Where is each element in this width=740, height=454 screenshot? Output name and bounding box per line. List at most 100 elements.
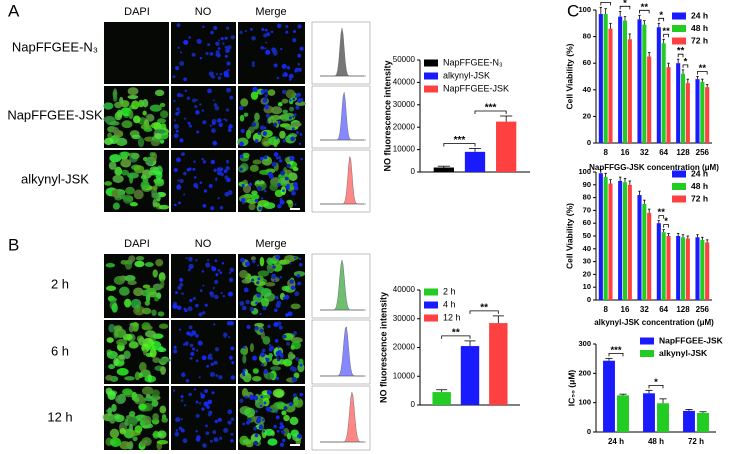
micrograph [102,386,169,451]
nucleus [209,356,213,360]
bar [496,121,517,172]
nucleus [271,47,277,53]
cell [266,257,274,265]
error-bar [468,148,482,152]
nucleus [199,289,203,292]
nucleus [275,156,279,160]
nucleus [192,347,196,351]
nucleus [209,439,213,443]
cell [273,138,278,148]
nucleus [173,203,177,207]
nucleus [223,70,229,76]
nucleus [262,306,267,311]
x-tick-label: 24 h [608,437,624,446]
panel-letter: C [567,1,579,20]
nucleus [202,284,205,287]
cell [239,114,245,122]
cell [298,358,304,367]
cell [119,286,130,296]
nucleus [205,431,210,436]
nucleus [180,418,183,421]
legend-label: 24 h [691,10,708,20]
cell [242,354,247,364]
histogram [311,85,371,149]
row-label: 12 h [47,409,72,424]
nucleus [297,62,301,66]
cell [114,328,127,339]
legend-label: 72 h [691,35,708,45]
nucleus [224,45,228,49]
nucleus [276,429,280,433]
significance-label: *** [454,135,466,146]
significance-bracket [474,110,507,114]
nucleus [266,407,271,412]
nucleus [254,198,259,203]
nucleus [190,124,193,128]
nucleus [209,124,212,127]
cell [154,132,162,140]
bar [603,13,608,143]
cell [149,152,155,157]
nucleus [223,427,229,433]
cell [250,256,256,261]
nucleus [225,108,230,112]
nucleus [195,413,200,418]
nucleus [189,356,193,360]
nucleus [226,161,229,164]
cell [140,124,152,130]
nucleus [293,256,297,259]
cell [286,199,293,205]
legend-swatch [672,37,686,45]
cell [130,298,142,309]
cell [112,174,124,183]
micrograph [171,254,236,318]
nucleus [297,53,302,58]
cell [115,137,128,147]
cell [131,134,141,140]
nucleus [195,334,199,338]
error-bar [696,234,699,238]
cell [133,165,145,174]
cell [106,337,114,343]
cell [242,179,248,185]
nucleus [183,117,187,120]
error-bar [705,239,709,243]
cell [114,166,123,176]
bar [627,184,632,300]
nucleus [279,422,283,426]
cell [272,263,283,272]
nucleus [188,256,193,262]
nucleus [279,199,285,205]
nucleus [227,291,234,297]
legend-swatch [640,350,654,357]
error-bar [599,6,603,14]
nucleus [273,308,278,312]
error-bar [696,76,699,80]
nucleus [187,306,193,312]
nucleus [220,291,223,295]
nucleus [264,105,269,110]
cell [106,350,118,359]
nucleus [189,343,194,348]
nucleus [214,279,219,284]
nucleus [183,307,187,311]
legend-label: 72 h [691,193,708,203]
bar [647,212,652,300]
nucleus [177,93,180,96]
cell [158,323,169,329]
cell [254,112,260,122]
cell [127,94,139,100]
cell [264,372,275,380]
nucleus [175,111,179,116]
nucleus [299,46,304,51]
histogram [311,319,371,385]
nucleus [279,276,282,279]
nucleus [243,287,249,293]
legend-swatch [424,301,438,309]
nucleus [270,30,274,34]
nucleus [242,422,246,426]
cell [293,397,304,408]
nucleus [264,88,269,93]
bar [432,392,451,405]
micrograph [238,150,305,212]
